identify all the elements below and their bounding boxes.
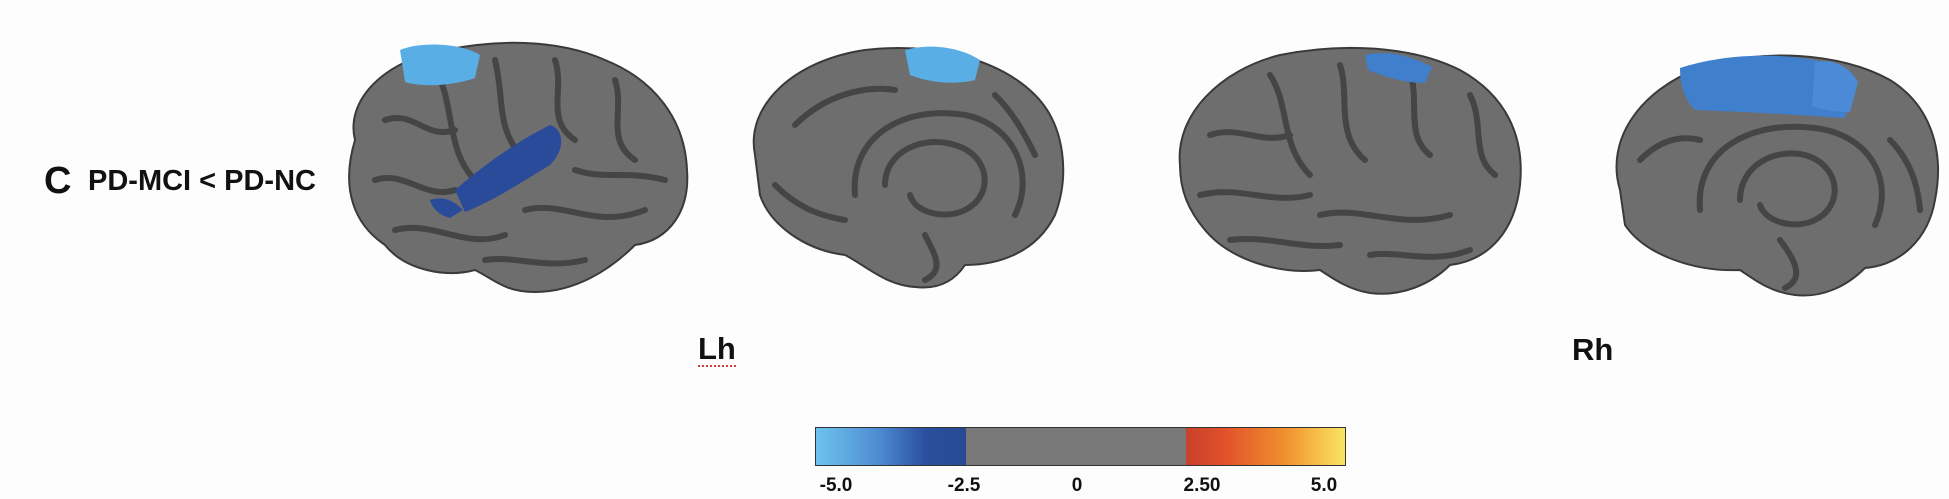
hemisphere-label-right: Rh bbox=[1572, 332, 1614, 367]
colorbar-tick: 5.0 bbox=[1310, 475, 1338, 496]
panel-letter: C bbox=[44, 160, 72, 202]
lh-lateral-cluster-temporal bbox=[455, 125, 562, 212]
lh-medial-cluster bbox=[905, 46, 980, 83]
hemisphere-label-left: Lh bbox=[698, 331, 736, 367]
rh-lateral-cluster bbox=[1365, 53, 1432, 83]
lh-lateral-brain bbox=[348, 41, 689, 294]
lh-lateral-cluster-light bbox=[400, 44, 480, 86]
colorbar-tick: 2.50 bbox=[1183, 475, 1221, 496]
rh-medial-cluster bbox=[1680, 55, 1855, 118]
colorbar-tick: 0 bbox=[1071, 475, 1083, 496]
lh-medial-brain bbox=[752, 46, 1065, 289]
colorbar-tick: -2.5 bbox=[947, 475, 981, 496]
rh-medial-brain bbox=[1615, 54, 1939, 297]
rh-lateral-brain bbox=[1178, 46, 1522, 295]
colorbar-tick: -5.0 bbox=[819, 475, 853, 496]
colorbar bbox=[815, 427, 1346, 466]
panel-title: PD-MCI < PD-NC bbox=[88, 165, 316, 197]
